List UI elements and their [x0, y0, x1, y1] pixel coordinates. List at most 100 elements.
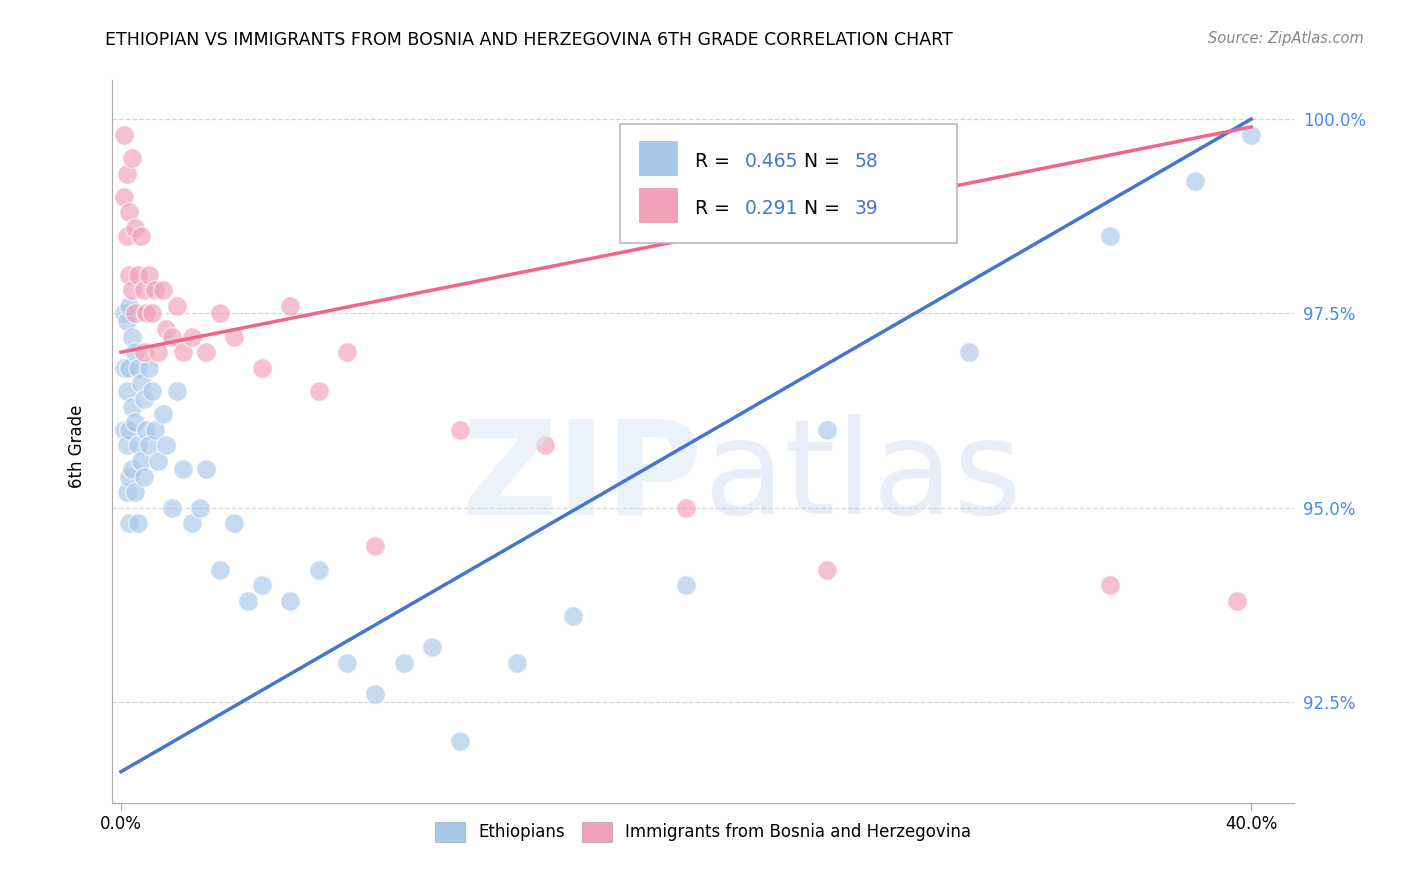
Point: [124, 415, 146, 429]
Point: [118, 205, 141, 219]
Point: [121, 461, 143, 475]
Point: [336, 656, 359, 670]
Point: [280, 594, 302, 608]
Point: [118, 299, 141, 313]
Point: [138, 438, 160, 452]
Text: 0.291: 0.291: [744, 199, 797, 218]
Point: [208, 563, 231, 577]
Text: ZIP: ZIP: [461, 414, 703, 541]
Text: 6th Grade: 6th Grade: [69, 404, 86, 488]
Point: [420, 640, 443, 655]
Text: ETHIOPIAN VS IMMIGRANTS FROM BOSNIA AND HERZEGOVINA 6TH GRADE CORRELATION CHART: ETHIOPIAN VS IMMIGRANTS FROM BOSNIA AND …: [105, 31, 953, 49]
Point: [146, 454, 169, 468]
FancyBboxPatch shape: [638, 187, 678, 223]
Point: [121, 151, 143, 165]
Point: [143, 423, 166, 437]
Point: [121, 400, 143, 414]
Text: N =: N =: [792, 199, 845, 218]
Point: [121, 329, 143, 343]
Point: [194, 461, 217, 475]
Point: [141, 306, 163, 320]
Point: [112, 190, 135, 204]
Point: [132, 392, 155, 406]
Point: [115, 384, 138, 398]
Point: [449, 423, 471, 437]
Text: R =: R =: [695, 199, 735, 218]
Point: [280, 299, 302, 313]
Point: [505, 656, 527, 670]
Point: [129, 454, 152, 468]
Point: [166, 299, 188, 313]
Point: [132, 345, 155, 359]
Text: 0.465: 0.465: [744, 152, 797, 170]
Point: [392, 656, 415, 670]
Point: [127, 438, 149, 452]
Point: [533, 438, 555, 452]
Point: [1098, 228, 1121, 243]
Text: N =: N =: [792, 152, 845, 170]
Point: [141, 384, 163, 398]
Point: [138, 268, 160, 282]
Point: [152, 408, 174, 422]
Point: [180, 329, 202, 343]
Point: [562, 609, 585, 624]
Point: [222, 516, 245, 530]
Point: [815, 423, 838, 437]
Point: [1240, 128, 1263, 142]
Point: [308, 384, 330, 398]
Point: [1098, 578, 1121, 592]
Point: [112, 360, 135, 375]
Point: [675, 578, 697, 592]
Point: [252, 578, 274, 592]
Text: R =: R =: [695, 152, 735, 170]
FancyBboxPatch shape: [638, 140, 678, 176]
Point: [118, 268, 141, 282]
FancyBboxPatch shape: [620, 124, 957, 243]
Point: [115, 314, 138, 328]
Point: [146, 345, 169, 359]
Point: [308, 563, 330, 577]
Point: [364, 687, 387, 701]
Text: atlas: atlas: [703, 414, 1022, 541]
Legend: Ethiopians, Immigrants from Bosnia and Herzegovina: Ethiopians, Immigrants from Bosnia and H…: [429, 815, 977, 848]
Point: [121, 283, 143, 297]
Point: [1226, 594, 1249, 608]
Point: [160, 500, 183, 515]
Point: [118, 516, 141, 530]
Point: [112, 306, 135, 320]
Point: [364, 540, 387, 554]
Point: [188, 500, 211, 515]
Point: [132, 469, 155, 483]
Point: [115, 167, 138, 181]
Point: [143, 283, 166, 297]
Text: 39: 39: [855, 199, 877, 218]
Point: [675, 500, 697, 515]
Point: [236, 594, 259, 608]
Point: [129, 376, 152, 391]
Point: [152, 283, 174, 297]
Text: Source: ZipAtlas.com: Source: ZipAtlas.com: [1208, 31, 1364, 46]
Point: [118, 423, 141, 437]
Point: [115, 228, 138, 243]
Point: [115, 438, 138, 452]
Point: [135, 423, 157, 437]
Point: [132, 283, 155, 297]
Point: [957, 345, 980, 359]
Point: [155, 322, 177, 336]
Point: [124, 485, 146, 500]
Point: [336, 345, 359, 359]
Point: [127, 516, 149, 530]
Point: [172, 461, 194, 475]
Point: [127, 268, 149, 282]
Point: [1184, 174, 1206, 188]
Point: [124, 220, 146, 235]
Point: [815, 563, 838, 577]
Point: [194, 345, 217, 359]
Point: [252, 360, 274, 375]
Point: [124, 345, 146, 359]
Point: [172, 345, 194, 359]
Point: [112, 128, 135, 142]
Point: [160, 329, 183, 343]
Text: 58: 58: [855, 152, 877, 170]
Point: [180, 516, 202, 530]
